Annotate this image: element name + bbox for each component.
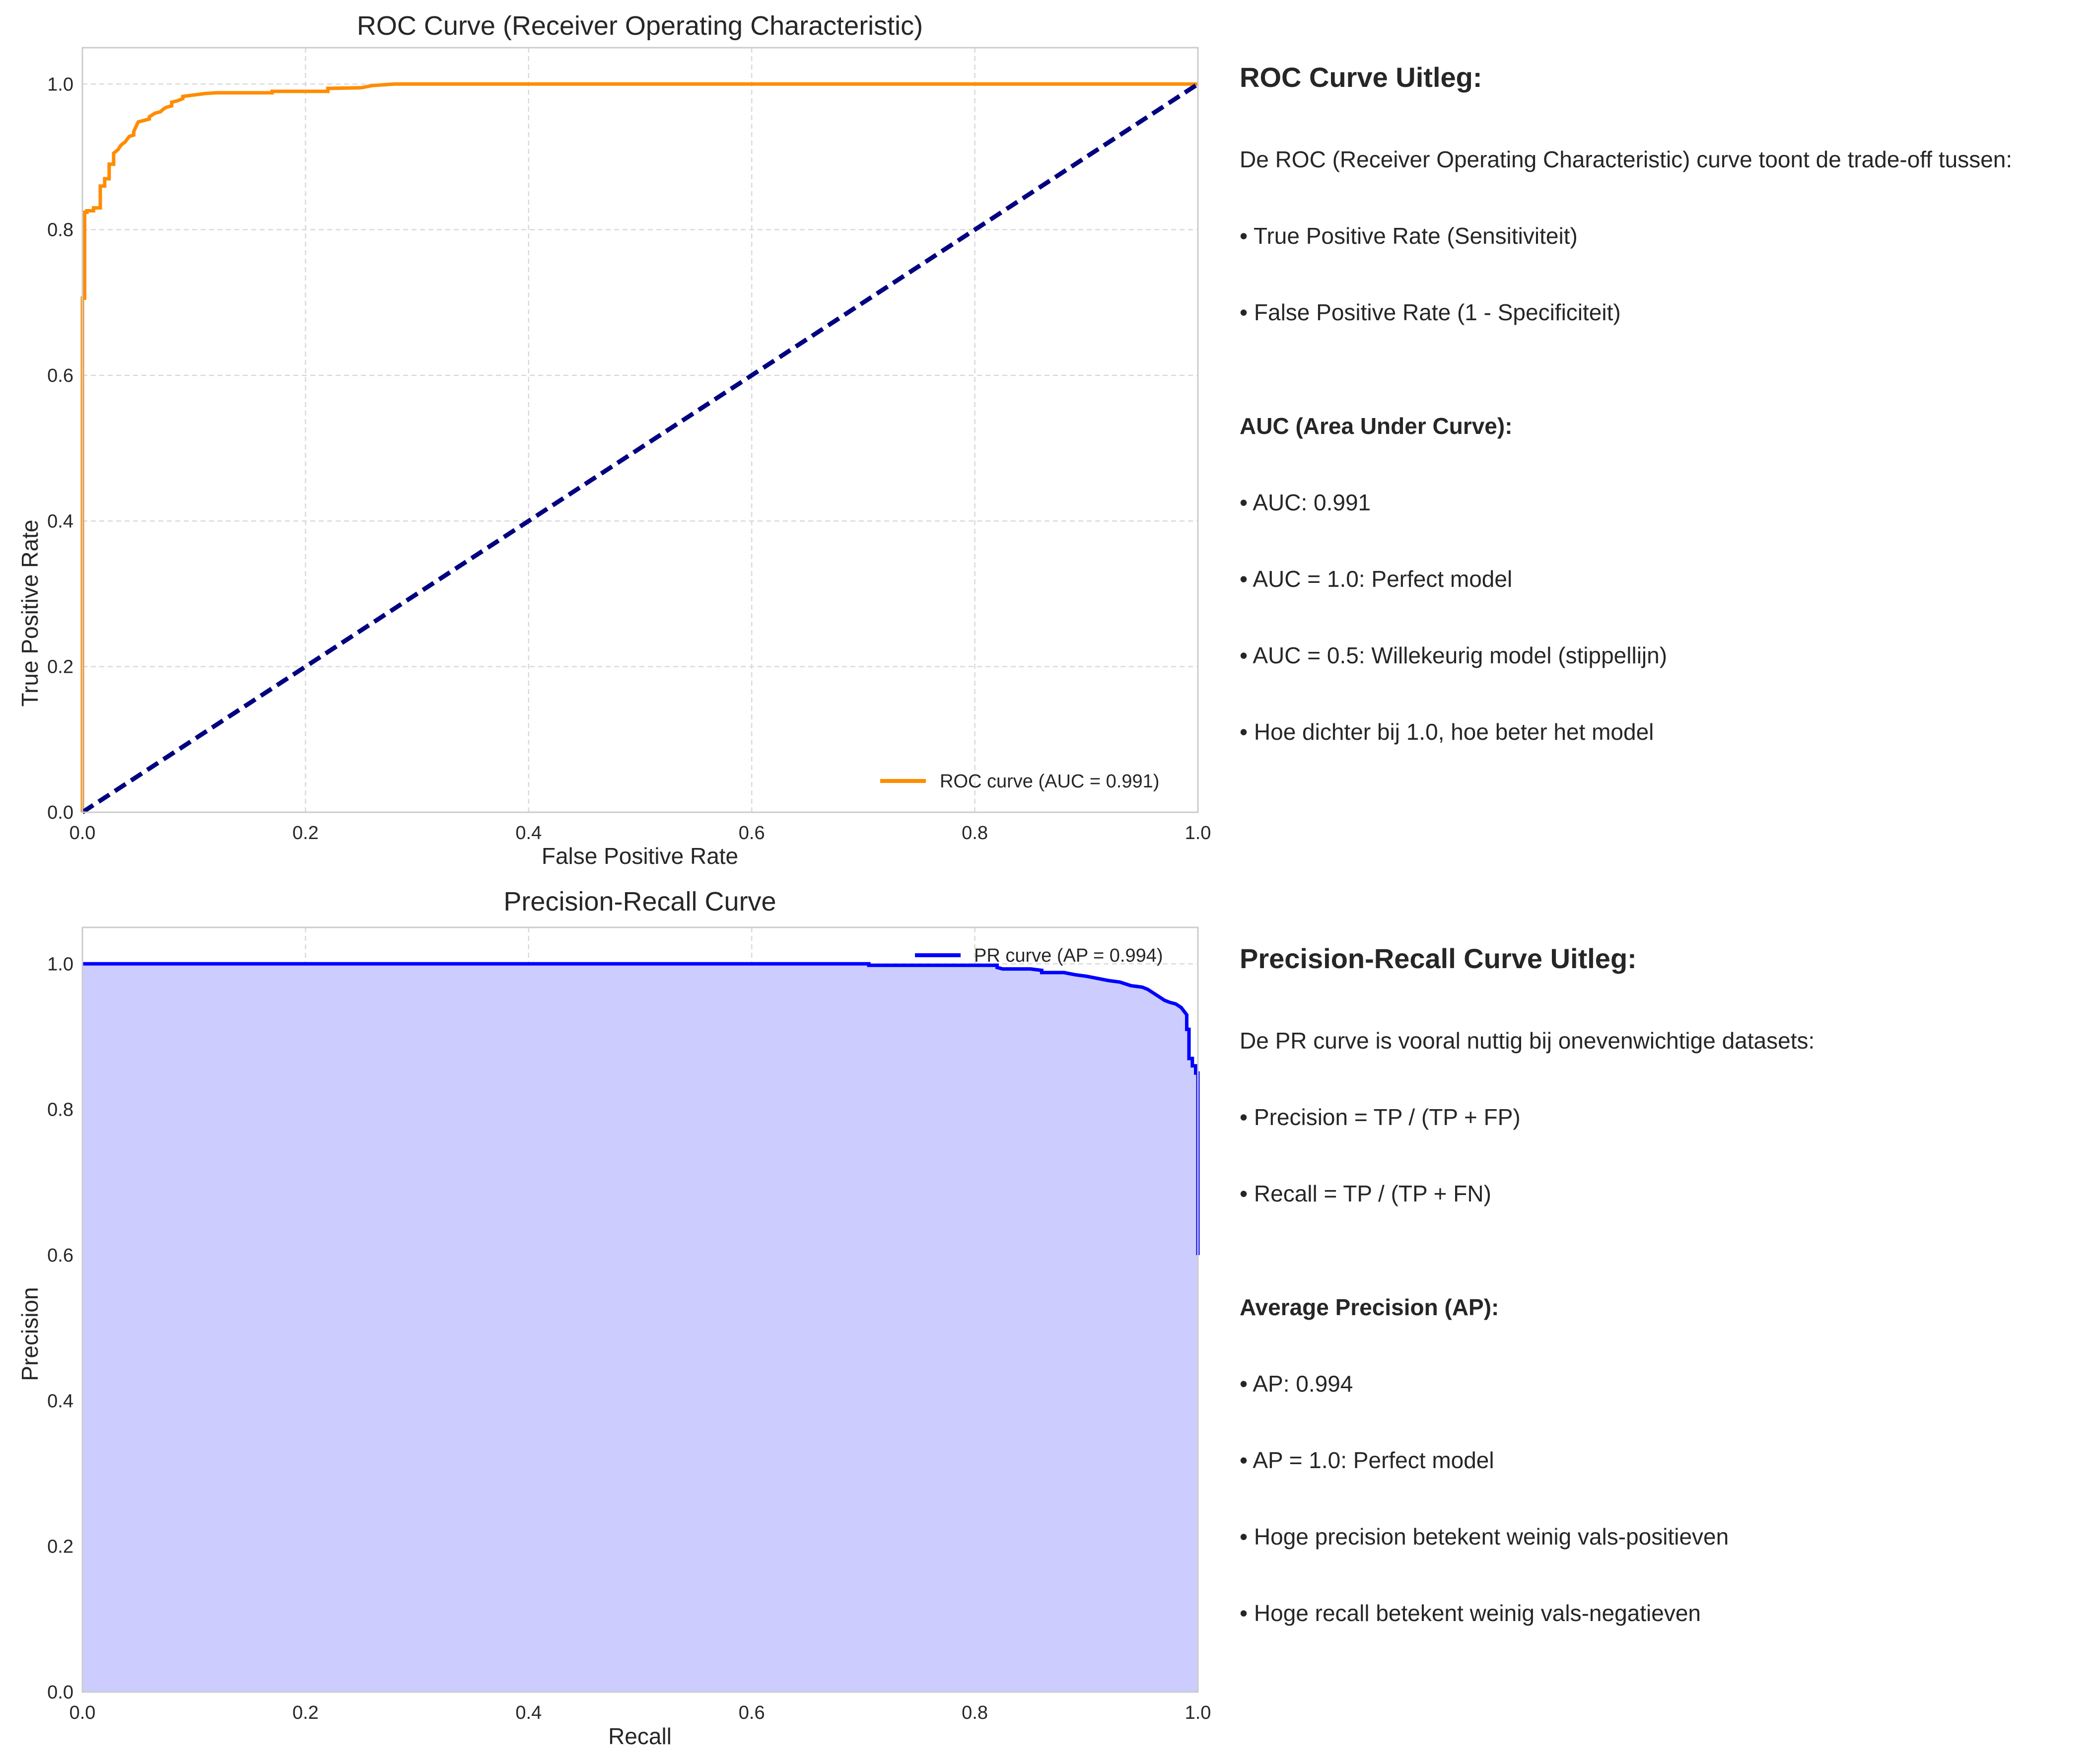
pr-y-tick-label: 0.6	[47, 1245, 73, 1266]
roc-x-tick-label: 0.6	[739, 823, 765, 844]
pr-x-tick-label: 0.0	[70, 1702, 96, 1723]
pr-chart: Precision-Recall Curve Recall Precision …	[17, 887, 1211, 1749]
roc-plot-area: 0.0 0.2 0.4 0.6 0.8 1.0 0.0 0.2 0.4 0.6 0.8 1.0	[47, 47, 1211, 844]
roc-panel-bullet: • AUC: 0.991	[1240, 490, 1371, 515]
roc-legend-label: ROC curve (AUC = 0.991)	[940, 771, 1159, 792]
roc-x-tick-label: 0.4	[515, 823, 542, 844]
pr-chart-title: Precision-Recall Curve	[503, 887, 776, 917]
pr-x-tick-label: 0.6	[739, 1702, 765, 1723]
pr-legend: PR curve (AP = 0.994)	[915, 945, 1163, 966]
pr-y-tick-label: 1.0	[47, 954, 73, 975]
pr-panel-bullet: • Hoge recall betekent weinig vals-negat…	[1240, 1600, 1701, 1626]
pr-panel-title: Precision-Recall Curve Uitleg:	[1240, 943, 1637, 974]
pr-panel-bullet: • Recall = TP / (TP + FN)	[1240, 1181, 1491, 1206]
roc-panel-bullet: • True Positive Rate (Sensitiviteit)	[1240, 223, 1578, 249]
roc-panel-subtitle: AUC (Area Under Curve):	[1240, 413, 1513, 439]
pr-curve-line	[82, 962, 1200, 1255]
pr-y-axis-label: Precision	[17, 1287, 43, 1381]
pr-area-fill	[82, 964, 1198, 1692]
pr-explanation-panel: Precision-Recall Curve Uitleg: De PR cur…	[1240, 941, 2084, 1672]
pr-x-axis-label: Recall	[608, 1723, 672, 1749]
roc-panel-title: ROC Curve Uitleg:	[1240, 62, 1482, 93]
roc-y-tick-label: 1.0	[47, 74, 73, 95]
roc-x-tick-label: 1.0	[1185, 823, 1211, 844]
pr-y-tick-label: 0.4	[47, 1391, 73, 1411]
pr-y-tick-label: 0.0	[47, 1682, 73, 1703]
roc-panel-bullet: • AUC = 0.5: Willekeurig model (stippell…	[1240, 642, 1668, 668]
roc-chart: ROC Curve (Receiver Operating Characteri…	[17, 11, 1211, 869]
pr-plot-frame	[81, 926, 1199, 1693]
roc-panel-intro: De ROC (Receiver Operating Characteristi…	[1240, 146, 2013, 172]
pr-legend-label: PR curve (AP = 0.994)	[974, 945, 1163, 966]
pr-y-tick-label: 0.8	[47, 1100, 73, 1121]
roc-y-tick-label: 0.8	[47, 220, 73, 241]
pr-panel-bullet: • Precision = TP / (TP + FP)	[1240, 1104, 1521, 1130]
pr-x-tick-label: 1.0	[1185, 1702, 1211, 1723]
pr-panel-bullet: • AP = 1.0: Perfect model	[1240, 1447, 1494, 1473]
pr-x-tick-label: 0.4	[515, 1702, 542, 1723]
roc-legend: ROC curve (AUC = 0.991)	[880, 771, 1159, 792]
roc-y-tick-label: 0.0	[47, 802, 73, 823]
roc-plot-frame	[81, 47, 1199, 813]
pr-panel-bullet: • Hoge precision betekent weinig vals-po…	[1240, 1524, 1729, 1550]
roc-panel-bullet: • Hoe dichter bij 1.0, hoe beter het mod…	[1240, 719, 1654, 745]
pr-panel-bullet: • AP: 0.994	[1240, 1371, 1353, 1397]
pr-y-tick-label: 0.2	[47, 1537, 73, 1557]
roc-chart-title: ROC Curve (Receiver Operating Characteri…	[357, 11, 923, 41]
roc-panel-bullet: • False Positive Rate (1 - Specificiteit…	[1240, 299, 1621, 325]
pr-x-tick-label: 0.8	[962, 1702, 988, 1723]
pr-panel-intro: De PR curve is vooral nuttig bij onevenw…	[1240, 1028, 1815, 1054]
pr-panel-subtitle: Average Precision (AP):	[1240, 1294, 1499, 1320]
roc-curve-line	[80, 82, 1198, 812]
roc-x-tick-label: 0.8	[962, 823, 988, 844]
pr-x-tick-label: 0.2	[292, 1702, 319, 1723]
roc-y-tick-label: 0.4	[47, 511, 73, 532]
roc-panel-bullet: • AUC = 1.0: Perfect model	[1240, 566, 1513, 592]
roc-diagonal-line	[81, 82, 1199, 814]
pr-plot-area: 0.0 0.2 0.4 0.6 0.8 1.0 0.0 0.2 0.4 0.6 0.8 1.0	[47, 926, 1211, 1723]
roc-y-tick-label: 0.2	[47, 657, 73, 678]
roc-x-tick-label: 0.0	[70, 823, 96, 844]
roc-x-axis-label: False Positive Rate	[542, 843, 738, 869]
roc-x-tick-label: 0.2	[292, 823, 319, 844]
roc-y-axis-label: True Positive Rate	[17, 520, 43, 707]
roc-y-tick-label: 0.6	[47, 365, 73, 386]
roc-explanation-panel: ROC Curve Uitleg: De ROC (Receiver Opera…	[1240, 60, 2084, 790]
